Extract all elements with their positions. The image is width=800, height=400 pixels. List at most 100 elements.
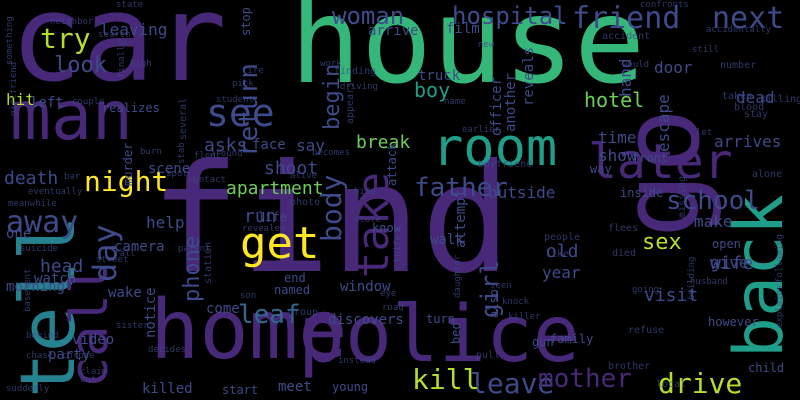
word-spot: spot — [166, 169, 188, 179]
word-friend: friend — [572, 1, 681, 36]
word-window: window — [340, 279, 391, 295]
word-fire: fire — [242, 66, 264, 76]
word-see: see — [206, 91, 275, 135]
word-pull: pull — [476, 350, 501, 361]
word-door: door — [654, 58, 693, 77]
word-attempt: attempt — [453, 188, 469, 248]
word-store: store — [354, 215, 382, 225]
word-still: still — [692, 45, 720, 55]
word-basement: basement — [23, 268, 33, 312]
word-video: video — [72, 332, 115, 348]
word-student: student — [216, 95, 254, 105]
word-boy: boy — [414, 78, 451, 102]
word-show: show — [598, 146, 637, 165]
word-people: people — [544, 232, 581, 243]
word-run: run — [244, 206, 277, 227]
word-murder: murder — [121, 142, 135, 186]
word-away: away — [6, 205, 79, 240]
word-woman: woman — [332, 2, 405, 30]
word-son: son — [240, 291, 257, 301]
word-search: search — [98, 30, 131, 40]
word-corpse: corpse — [62, 351, 95, 361]
word-road: road — [382, 303, 404, 313]
word-give: give — [710, 253, 749, 272]
word-know: know — [372, 221, 401, 235]
word-knife: knife — [393, 234, 403, 262]
word-new: new — [478, 40, 495, 50]
word-boyfriend: boyfriend — [478, 159, 533, 170]
word-inside: inside — [620, 186, 664, 200]
word-shoot: shoot — [264, 158, 319, 179]
word-turn: turn — [426, 312, 455, 326]
word-behind: behind — [26, 331, 59, 341]
word-killing: killing — [760, 94, 800, 105]
word-taken: taken — [722, 91, 753, 102]
word-truck: truck — [418, 68, 461, 84]
word-knock: knock — [502, 297, 530, 307]
word-contact: contact — [188, 175, 226, 185]
word-head: head — [40, 256, 84, 277]
word-one: one — [6, 226, 32, 242]
word-suddenly: suddenly — [6, 384, 50, 394]
word-earlier: earlier — [462, 125, 500, 135]
word-several: several — [178, 97, 189, 140]
word-name: name — [444, 97, 466, 107]
word-missing: missing — [677, 175, 688, 218]
word-car: car — [10, 0, 227, 109]
word-local: local — [656, 379, 687, 390]
word-couple: couple — [72, 97, 105, 107]
word-refuse: refuse — [628, 325, 665, 336]
word-something: something — [5, 16, 15, 65]
word-chase: chase — [26, 351, 54, 361]
word-eventually: eventually — [28, 187, 83, 197]
word-accidentally: accidentally — [706, 25, 772, 35]
word-visit: visit — [644, 285, 699, 306]
word-street: street — [96, 255, 129, 265]
word-wake: wake — [108, 285, 142, 301]
word-child: child — [748, 361, 785, 375]
word-alive: alive — [290, 171, 318, 181]
word-appears: appears — [345, 81, 356, 124]
word-time: time — [598, 128, 637, 147]
word-realizes: realizes — [102, 101, 160, 115]
word-pick: pick — [232, 79, 254, 89]
word-attack: attack — [385, 142, 399, 186]
word-escape: escape — [654, 94, 673, 152]
word-flees: flees — [608, 223, 639, 234]
word-morning: morning — [6, 279, 66, 295]
word-killer: killer — [508, 312, 541, 322]
word-year: year — [542, 263, 581, 282]
word-watch: watch — [34, 271, 77, 287]
word-daughter: daughter — [453, 254, 463, 298]
word-end: end — [284, 271, 306, 285]
word-fall: fall — [114, 249, 136, 259]
word-building: building — [687, 256, 697, 300]
word-brother: brother — [608, 361, 651, 372]
word-leaving: leaving — [100, 20, 168, 39]
word-photo: photo — [290, 197, 321, 208]
word-following: following — [775, 234, 785, 283]
word-death: death — [4, 168, 59, 189]
word-arrive: arrive — [368, 23, 419, 39]
word-house: house — [290, 0, 646, 110]
word-sex: sex — [642, 230, 682, 255]
word-leave: leave — [470, 367, 555, 400]
word-around: around — [210, 149, 243, 159]
word-high: high — [130, 59, 152, 69]
word-asks: asks — [204, 135, 248, 156]
word-party: party — [48, 347, 91, 363]
word-seen: seen — [490, 281, 512, 291]
word-make: make — [694, 212, 733, 231]
word-instead: instead — [338, 356, 376, 366]
word-revealed: revealed — [242, 224, 286, 234]
word-family: family — [550, 332, 594, 346]
word-group: group — [288, 307, 319, 318]
word-confronts: confronts — [640, 0, 689, 10]
word-dead: dead — [736, 88, 775, 107]
word-outside: outside — [488, 183, 556, 202]
word-state: state — [116, 0, 144, 10]
word-alone: alone — [752, 169, 783, 180]
word-reveals: reveals — [521, 46, 537, 106]
word-apartment: apartment — [226, 178, 324, 199]
